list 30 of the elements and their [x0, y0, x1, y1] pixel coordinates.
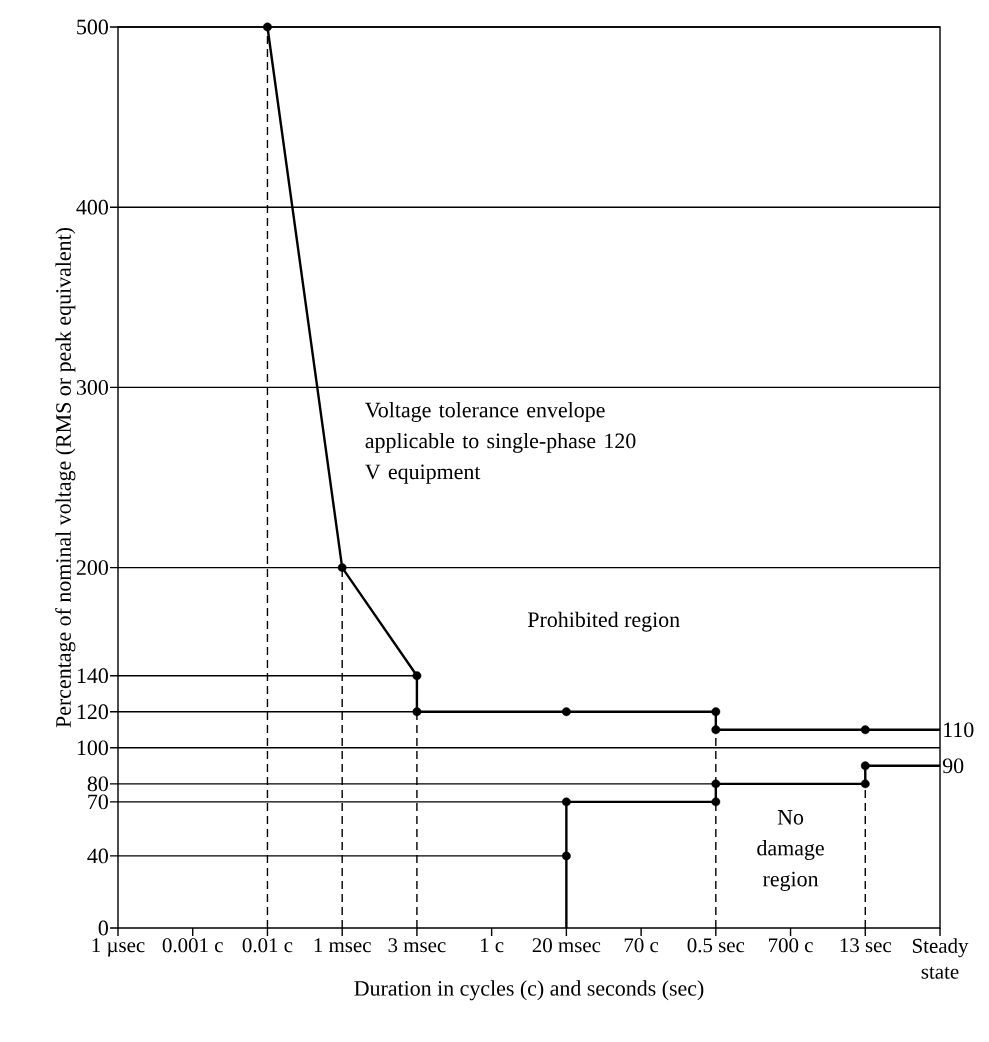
- x-tick-label: 1 c: [481, 938, 504, 953]
- x-tick-label: 0.5 sec: [687, 938, 745, 953]
- x-axis-title: Duration in cycles (c) and seconds (sec): [354, 980, 704, 1001]
- x-tick-label: 0.001 c: [162, 938, 223, 953]
- x-tick-label: 700 c: [768, 938, 813, 953]
- annotation: No damage region: [757, 810, 824, 891]
- y-tick-label: 200: [76, 560, 108, 575]
- annotation: Prohibited region: [527, 611, 680, 632]
- y-axis-title: Percentage of nominal voltage (RMS or peak equivalent): [55, 227, 76, 728]
- y-tick-label: 40: [87, 848, 108, 864]
- y-tick-label: 500: [77, 19, 108, 35]
- x-tick-label: 1 msec: [314, 938, 371, 953]
- y-tick-label: 300: [76, 380, 108, 395]
- y-tick-label: 400: [76, 199, 108, 215]
- y-tick-label: 140: [77, 668, 108, 684]
- y-tick-label: 0: [98, 920, 108, 936]
- y2-tick-label: 90: [942, 758, 964, 774]
- annotation: Voltage tolerance envelope applicable to single-phase 120 V equipment: [365, 402, 636, 484]
- y-tick-label: 80: [87, 776, 108, 792]
- x-tick-label: Steady state: [912, 938, 969, 979]
- x-tick-label: 13 sec: [840, 938, 892, 953]
- x-tick-label: 20 msec: [532, 938, 601, 953]
- y-tick-label: 120: [77, 704, 108, 720]
- x-tick-label: 1 µsec: [92, 938, 145, 957]
- y2-tick-label: 110: [944, 722, 974, 738]
- x-tick-label: 3 msec: [388, 938, 446, 953]
- y-tick-label: 100: [77, 740, 108, 756]
- x-tick-label: 70 c: [624, 938, 659, 953]
- x-tick-label: 0.01 c: [242, 938, 293, 953]
- y-tick-label: 70: [88, 794, 108, 810]
